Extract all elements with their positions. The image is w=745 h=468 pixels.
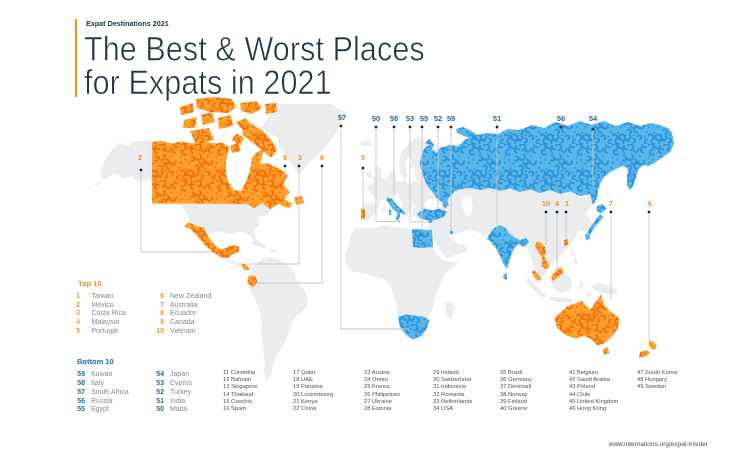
- svg-text:52: 52: [434, 114, 442, 123]
- svg-text:2: 2: [138, 153, 142, 162]
- svg-text:51: 51: [493, 114, 501, 123]
- svg-text:59: 59: [447, 114, 455, 123]
- svg-text:10: 10: [542, 199, 550, 208]
- svg-text:58: 58: [390, 114, 398, 123]
- svg-text:57: 57: [338, 113, 346, 122]
- svg-text:9: 9: [283, 153, 287, 162]
- svg-text:56: 56: [557, 114, 565, 123]
- svg-text:50: 50: [372, 114, 380, 123]
- svg-text:4: 4: [555, 199, 560, 208]
- svg-text:3: 3: [298, 153, 302, 162]
- svg-text:7: 7: [609, 199, 613, 208]
- svg-text:1: 1: [565, 199, 569, 208]
- svg-text:55: 55: [420, 114, 428, 123]
- svg-text:6: 6: [648, 199, 652, 208]
- svg-text:8: 8: [320, 153, 324, 162]
- svg-text:54: 54: [589, 114, 598, 123]
- svg-text:53: 53: [406, 114, 414, 123]
- svg-text:5: 5: [361, 153, 365, 162]
